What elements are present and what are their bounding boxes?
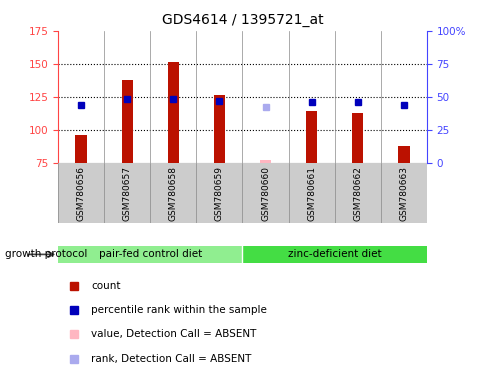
Text: GSM780656: GSM780656: [76, 166, 86, 221]
Text: value, Detection Call = ABSENT: value, Detection Call = ABSENT: [91, 329, 256, 339]
Bar: [259, 160, 271, 163]
Text: rank, Detection Call = ABSENT: rank, Detection Call = ABSENT: [91, 354, 251, 364]
Text: GSM780657: GSM780657: [122, 166, 132, 221]
Title: GDS4614 / 1395721_at: GDS4614 / 1395721_at: [161, 13, 323, 27]
Text: percentile rank within the sample: percentile rank within the sample: [91, 305, 267, 315]
Text: GSM780659: GSM780659: [214, 166, 224, 221]
Bar: [305, 111, 317, 163]
Bar: [397, 146, 408, 163]
Bar: [213, 95, 225, 163]
Text: zinc-deficient diet: zinc-deficient diet: [287, 249, 381, 260]
Text: GSM780663: GSM780663: [398, 166, 408, 221]
Text: GSM780658: GSM780658: [168, 166, 178, 221]
Bar: [76, 135, 87, 163]
Text: GSM780660: GSM780660: [260, 166, 270, 221]
Bar: [58, 246, 242, 263]
Text: pair-fed control diet: pair-fed control diet: [99, 249, 201, 260]
Bar: [167, 62, 179, 163]
Bar: [242, 246, 426, 263]
Bar: [121, 79, 133, 163]
Bar: [351, 113, 363, 163]
Text: growth protocol: growth protocol: [5, 249, 87, 259]
Text: GSM780661: GSM780661: [306, 166, 316, 221]
Text: GSM780662: GSM780662: [352, 166, 362, 220]
Text: count: count: [91, 281, 121, 291]
